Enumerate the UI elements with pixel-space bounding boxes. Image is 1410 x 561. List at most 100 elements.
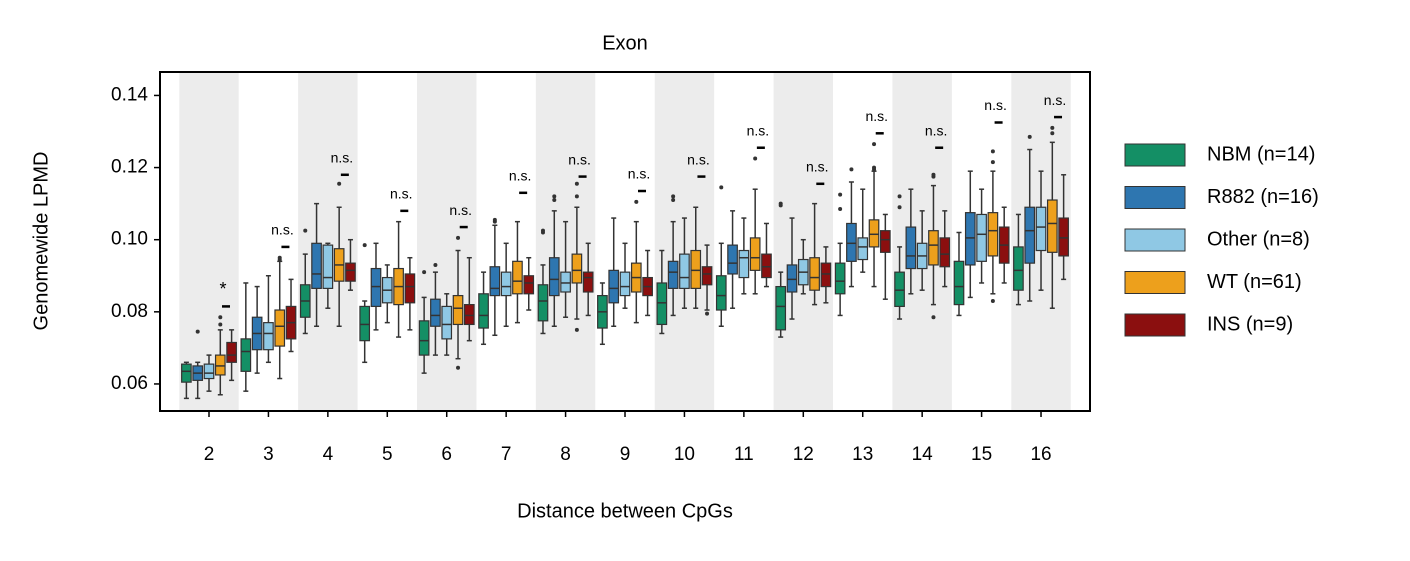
significance-label: n.s. <box>568 151 591 167</box>
x-tick-label: 3 <box>263 444 274 465</box>
box <box>1035 206 1047 252</box>
outlier <box>931 172 936 177</box>
box <box>775 285 787 331</box>
outlier <box>671 198 676 203</box>
outlier <box>849 167 854 172</box>
outlier <box>931 315 936 320</box>
box <box>928 230 939 266</box>
box <box>452 294 464 326</box>
outlier <box>838 192 843 197</box>
legend-label: WT (n=61) <box>1207 271 1302 293</box>
significance-label: n.s. <box>628 166 651 182</box>
outlier <box>897 194 902 199</box>
x-tick-label: 2 <box>204 444 215 465</box>
box <box>214 354 226 376</box>
y-axis-label: Genomewide LPMD <box>30 152 52 331</box>
box <box>667 260 679 289</box>
box <box>656 282 668 326</box>
box <box>820 262 832 288</box>
outlier <box>574 181 579 186</box>
box <box>430 298 441 327</box>
box <box>404 273 416 304</box>
significance-label: n.s. <box>865 108 888 124</box>
box <box>478 293 489 329</box>
box <box>537 284 549 322</box>
box <box>701 266 713 286</box>
x-tick-label: 7 <box>501 444 512 465</box>
legend-label: NBM (n=14) <box>1207 143 1315 165</box>
box <box>345 262 356 282</box>
band-shade <box>298 72 358 411</box>
box <box>857 237 869 261</box>
x-tick-label: 10 <box>674 444 695 465</box>
outlier <box>1050 125 1055 130</box>
box <box>868 219 880 248</box>
box <box>418 320 430 356</box>
outlier <box>671 194 676 199</box>
outlier <box>990 160 995 165</box>
box <box>786 264 798 293</box>
box <box>976 213 987 262</box>
significance-label: n.s. <box>925 122 948 138</box>
significance-label: n.s. <box>687 151 710 167</box>
significance-label: n.s. <box>806 159 829 175</box>
y-tick-label: 0.14 <box>111 84 148 105</box>
outlier <box>634 199 639 204</box>
outlier <box>574 194 579 199</box>
plot-frame <box>159 71 1091 412</box>
box <box>1058 217 1069 257</box>
box <box>463 304 475 326</box>
box <box>560 271 571 293</box>
outlier <box>337 181 342 186</box>
outlier <box>574 327 579 332</box>
legend-label: Other (n=8) <box>1207 228 1310 250</box>
box <box>489 266 501 297</box>
outlier <box>218 315 223 320</box>
box <box>964 212 976 266</box>
legend-swatch <box>1124 186 1186 209</box>
outlier <box>1027 134 1032 139</box>
box <box>1013 246 1024 291</box>
box <box>370 267 382 308</box>
outlier <box>218 322 223 327</box>
box <box>738 249 750 279</box>
x-tick-label: 9 <box>620 444 631 465</box>
outlier <box>1050 131 1055 136</box>
box <box>203 363 215 380</box>
box <box>322 244 334 289</box>
box <box>311 242 322 289</box>
outlier <box>753 156 758 161</box>
box <box>608 269 620 304</box>
legend-swatch <box>1124 228 1186 252</box>
box <box>894 271 905 308</box>
box <box>274 309 286 347</box>
significance-label: n.s. <box>1044 92 1067 108</box>
legend-swatch <box>1124 313 1186 337</box>
outlier <box>433 262 438 267</box>
outlier <box>422 270 427 275</box>
box <box>953 260 965 306</box>
box <box>181 363 192 383</box>
box <box>571 253 583 284</box>
outlier <box>362 243 367 248</box>
chart-title: Exon <box>602 32 648 54</box>
significance-label: * <box>219 279 226 299</box>
box <box>240 338 252 372</box>
y-tick-label: 0.12 <box>111 157 148 178</box>
y-tick-label: 0.10 <box>111 229 148 250</box>
box <box>359 305 371 342</box>
significance-label: n.s. <box>449 202 472 218</box>
outlier <box>872 142 877 147</box>
outlier <box>552 194 557 199</box>
band-shade <box>417 72 477 411</box>
box <box>441 305 453 340</box>
box <box>1046 199 1058 253</box>
outlier <box>195 329 200 334</box>
box <box>679 253 690 289</box>
y-tick-label: 0.08 <box>111 301 148 322</box>
significance-label: n.s. <box>331 149 354 165</box>
significance-label: n.s. <box>747 122 770 138</box>
x-tick-label: 14 <box>912 444 934 465</box>
box <box>226 341 237 363</box>
